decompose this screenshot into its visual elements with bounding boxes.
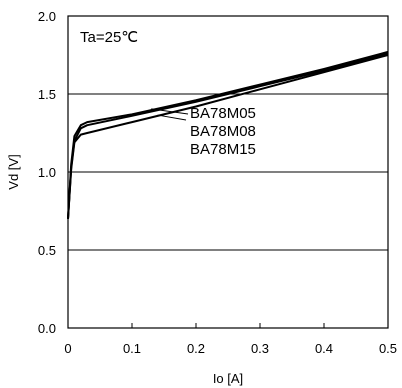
series-label: BA78M15 [190, 141, 256, 158]
annotation-text: Ta=25℃ [80, 29, 138, 46]
callout-leader-upper [151, 108, 189, 115]
y-tick-label: 0.5 [38, 243, 56, 258]
x-tick-label: 0 [64, 341, 71, 356]
y-tick-label: 1.0 [38, 165, 56, 180]
series-layer [67, 50, 389, 219]
y-tick-label: 1.5 [38, 87, 56, 102]
callout-layer [151, 108, 189, 121]
callout-leader-lower [157, 114, 187, 121]
x-tick-label: 0.4 [315, 341, 333, 356]
series-line-BA78M15 [67, 54, 389, 219]
series-label: BA78M08 [190, 123, 256, 140]
x-tick-label: 0.3 [251, 341, 269, 356]
x-tick-label: 0.2 [187, 341, 205, 356]
x-tick-label: 0.5 [379, 341, 397, 356]
y-axis-title: Vd [V] [6, 154, 21, 189]
series-label: BA78M05 [190, 105, 256, 122]
x-tick-label: 0.1 [123, 341, 141, 356]
tick-layer [67, 15, 389, 329]
x-axis-title: Io [A] [213, 371, 243, 386]
y-tick-label: 2.0 [38, 9, 56, 24]
label-layer: 0.00.51.01.52.00 0.1 0.2 0.3 0.4 0.5BA78M05BA… [38, 9, 397, 356]
y-tick-label: 0.0 [38, 321, 56, 336]
